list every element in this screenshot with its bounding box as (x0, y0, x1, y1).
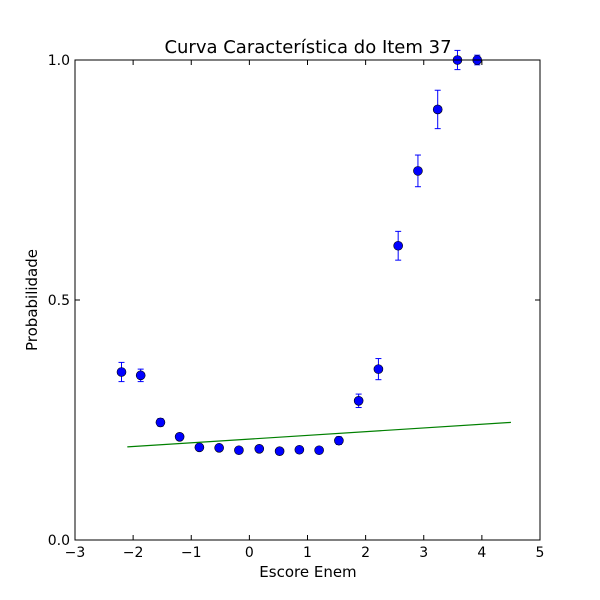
data-point (274, 446, 285, 457)
data-point-group (135, 368, 146, 383)
data-point (314, 445, 324, 456)
data-point-group (353, 393, 364, 409)
x-tick-label: 4 (477, 545, 486, 561)
x-tick-label: 2 (361, 545, 370, 561)
data-point (155, 417, 166, 428)
y-axis-label: Probabilidade (23, 249, 41, 351)
x-tick-label: −3 (65, 545, 86, 561)
data-point (294, 444, 305, 455)
data-point-group (174, 431, 185, 442)
x-tick-label: 5 (536, 545, 545, 561)
data-point (116, 367, 127, 377)
data-point (353, 395, 364, 406)
data-point-group (254, 443, 265, 454)
fit-curve-line (127, 421, 511, 448)
plot-area (116, 49, 511, 457)
axis-ticks: −3 −2 −1 0 1 2 3 4 5 0.0 0.5 1.0 (48, 53, 545, 561)
data-point (254, 443, 265, 454)
data-point (234, 445, 244, 456)
data-point-group (214, 443, 224, 453)
data-point-group (194, 442, 205, 453)
data-point-group (116, 361, 127, 383)
chart-title: Curva Característica do Item 37 (164, 37, 451, 58)
data-point-group (155, 417, 166, 428)
data-point-group (234, 445, 244, 456)
data-point (174, 431, 185, 442)
x-tick-label: 3 (419, 545, 428, 561)
data-point-group (373, 358, 384, 381)
data-point (432, 104, 443, 115)
x-tick-label: 0 (245, 545, 254, 561)
data-point-group (294, 444, 305, 455)
data-point-group (413, 154, 423, 188)
data-point (214, 443, 224, 453)
x-tick-label: 1 (303, 545, 312, 561)
data-point-group (432, 89, 443, 130)
data-point (194, 442, 205, 453)
data-point (373, 364, 384, 374)
y-tick-label: 0.0 (48, 533, 70, 549)
data-point-group (393, 230, 403, 261)
data-point (393, 240, 403, 251)
data-point (135, 370, 146, 381)
data-point (413, 166, 423, 176)
x-tick-label: −2 (123, 545, 144, 561)
y-tick-label: 1.0 (48, 53, 70, 69)
data-point-group (314, 445, 324, 456)
plot-frame (74, 59, 541, 541)
x-tick-label: −1 (181, 545, 202, 561)
data-point-group (274, 446, 285, 457)
x-axis-label: Escore Enem (259, 563, 356, 581)
y-tick-label: 0.5 (48, 293, 70, 309)
data-point (334, 435, 344, 446)
data-point-group (334, 435, 344, 446)
